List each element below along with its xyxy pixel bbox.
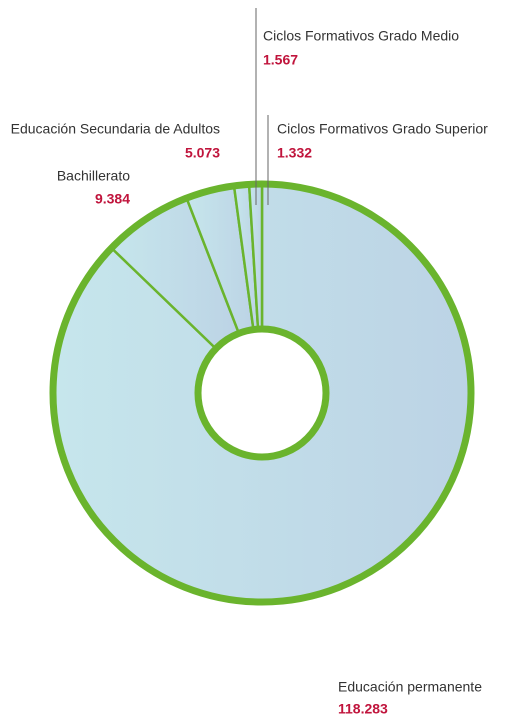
value-label: 1.332 [277,145,312,161]
donut [49,180,475,606]
value-label: 5.073 [185,145,220,161]
value-label: 1.567 [263,52,298,68]
slice-label: Ciclos Formativos Grado Medio [263,28,459,44]
value-label: 9.384 [95,191,130,207]
value-label: 118.283 [338,701,388,717]
slice-label: Educación Secundaria de Adultos [11,121,220,137]
inner-ring [194,325,330,461]
slice-label: Ciclos Formativos Grado Superior [277,121,488,137]
slice-label: Bachillerato [57,168,130,184]
outer-ring [49,180,475,606]
slice-label: Educación permanente [338,679,482,695]
